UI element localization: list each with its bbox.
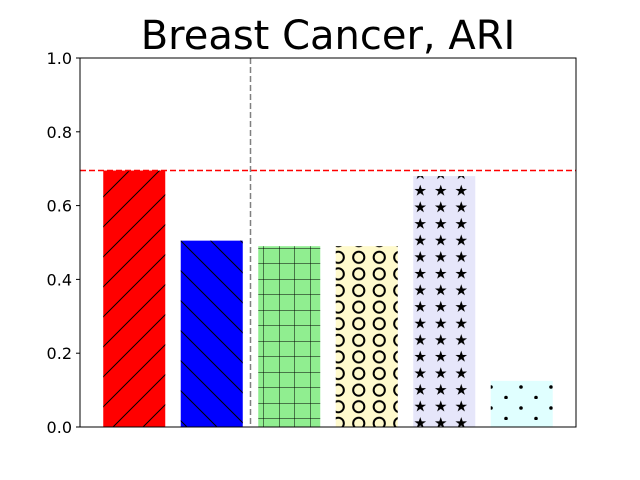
- bar-2-hatch: [180, 240, 243, 427]
- bar-6: [490, 380, 553, 427]
- bar-5-hatch: [413, 176, 476, 427]
- y-tick-label-5: 1.0: [47, 49, 72, 68]
- bar-4: [335, 246, 398, 427]
- bar-6-hatch: [490, 380, 553, 427]
- plot-area-frame: [79, 57, 577, 428]
- bar-3: [258, 246, 321, 427]
- bars-group: [103, 170, 553, 428]
- y-axis: 0.0 0.2 0.4 0.6 0.8 1.0: [47, 49, 80, 437]
- bar-2: [180, 240, 243, 427]
- y-tick-label-1: 0.2: [47, 344, 72, 363]
- reference-lines-group: [80, 58, 576, 427]
- bar-1-hatch: [103, 170, 166, 428]
- y-tick-label-2: 0.4: [47, 270, 72, 289]
- bar-5: [413, 176, 476, 427]
- chart-title: Breast Cancer, ARI: [141, 13, 516, 59]
- y-tick-label-0: 0.0: [47, 418, 72, 437]
- bar-3-hatch: [258, 246, 321, 427]
- y-tick-label-4: 0.8: [47, 123, 72, 142]
- bar-4-hatch: [335, 246, 398, 427]
- y-tick-label-3: 0.6: [47, 197, 72, 216]
- bar-1: [103, 170, 166, 428]
